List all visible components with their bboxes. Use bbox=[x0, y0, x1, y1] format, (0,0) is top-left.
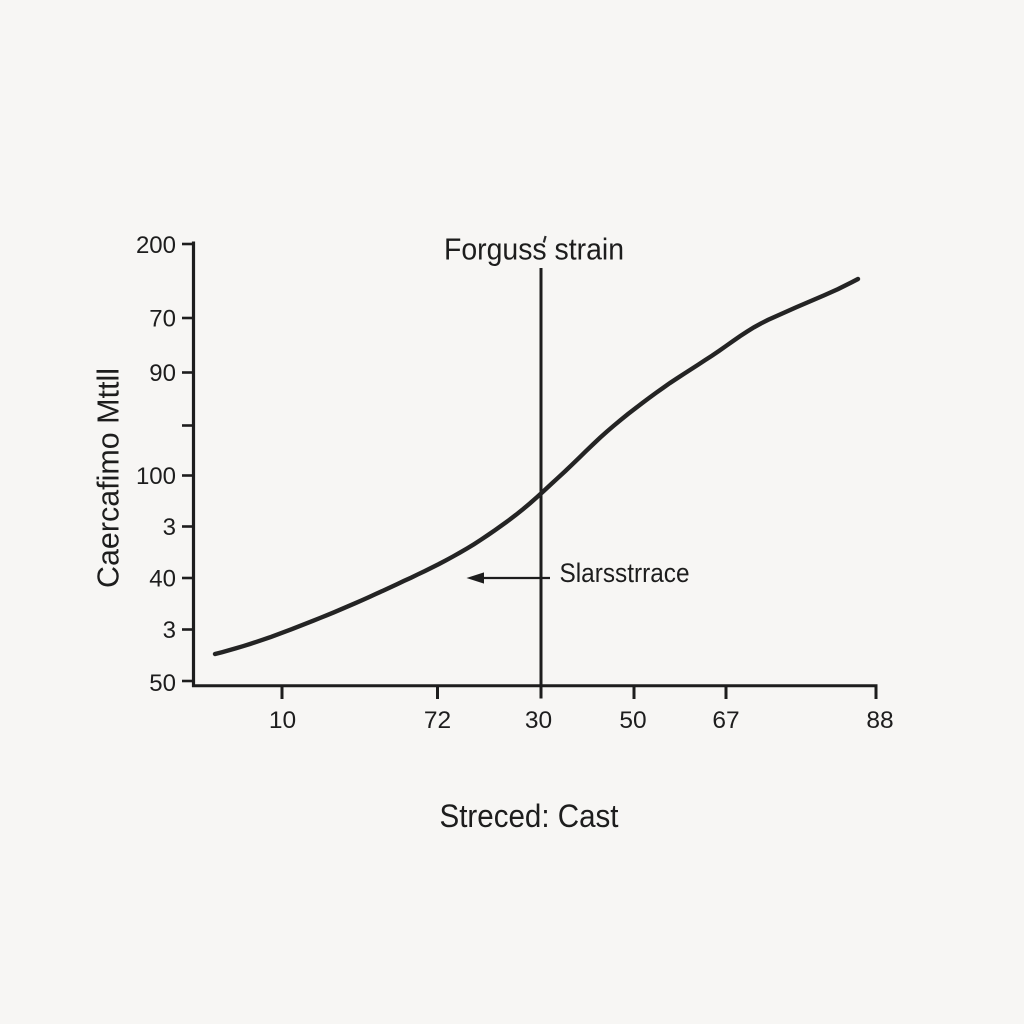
svg-text:Streced: Cast: Streced: Cast bbox=[440, 798, 619, 834]
svg-text:3: 3 bbox=[163, 514, 176, 541]
svg-text:10: 10 bbox=[269, 707, 296, 734]
svg-text:40: 40 bbox=[149, 566, 176, 593]
svg-text:100: 100 bbox=[136, 463, 176, 490]
svg-text:50: 50 bbox=[619, 707, 646, 734]
svg-text:200: 200 bbox=[136, 232, 176, 259]
svg-text:30: 30 bbox=[525, 707, 552, 734]
svg-text:67: 67 bbox=[712, 707, 739, 734]
svg-text:Forguss strain: Forguss strain bbox=[444, 232, 624, 267]
svg-text:72: 72 bbox=[424, 707, 451, 734]
svg-text:3: 3 bbox=[163, 617, 176, 644]
svg-text:Caercafimo Mttll: Caercafimo Mttll bbox=[91, 368, 126, 588]
svg-text:50: 50 bbox=[149, 670, 176, 697]
svg-text:70: 70 bbox=[149, 306, 176, 333]
svg-text:90: 90 bbox=[149, 360, 176, 387]
svg-text:88: 88 bbox=[866, 707, 893, 734]
svg-text:Slarsstrrace: Slarsstrrace bbox=[560, 558, 690, 588]
